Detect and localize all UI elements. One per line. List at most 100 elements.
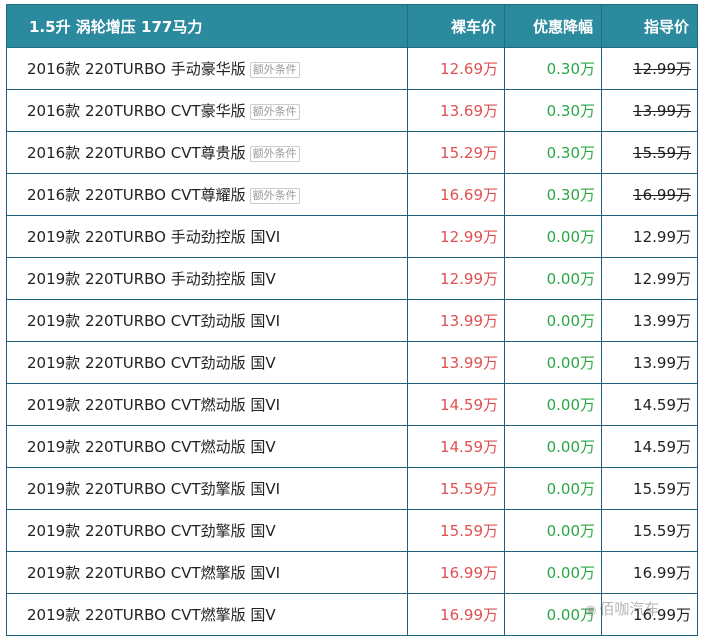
table-row: 2016款 220TURBO CVT尊贵版 额外条件 15.29万 0.30万 15.5… xyxy=(6,131,698,174)
guide-price-cell: 16.99万 xyxy=(601,551,698,594)
bare-price-cell: 13.99万 xyxy=(407,299,505,342)
guide-price: 13.99万 xyxy=(633,312,691,330)
bare-price-cell: 15.59万 xyxy=(407,467,505,510)
guide-price-cell: 13.99万 xyxy=(601,89,698,132)
discount-cell: 0.30万 xyxy=(504,47,602,90)
table-row: 2016款 220TURBO 手动豪华版 额外条件 12.69万 0.30万 12.99… xyxy=(6,47,698,90)
discount-cell: 0.00万 xyxy=(504,551,602,594)
table-row: 2019款 220TURBO CVT劲动版 国VI 13.99万 0.00万 13.9… xyxy=(6,299,698,342)
model-name-cell: 2016款 220TURBO CVT尊贵版 额外条件 xyxy=(6,131,408,174)
model-name-cell: 2016款 220TURBO 手动豪华版 额外条件 xyxy=(6,47,408,90)
model-name-cell: 2019款 220TURBO CVT劲擎版 国VI xyxy=(6,467,408,510)
model-name-cell: 2019款 220TURBO CVT燃擎版 国V xyxy=(6,593,408,636)
guide-price: 15.59万 xyxy=(633,144,691,162)
model-name-cell: 2019款 220TURBO CVT劲擎版 国V xyxy=(6,509,408,552)
discount-cell: 0.00万 xyxy=(504,425,602,468)
model-name: 2019款 220TURBO 手动劲控版 国V xyxy=(27,270,276,288)
guide-price: 16.99万 xyxy=(633,606,691,624)
model-name-cell: 2019款 220TURBO CVT燃擎版 国VI xyxy=(6,551,408,594)
table-row: 2019款 220TURBO CVT燃动版 国V 14.59万 0.00万 14.59… xyxy=(6,425,698,468)
model-name: 2019款 220TURBO CVT劲擎版 国V xyxy=(27,522,276,540)
model-name: 2019款 220TURBO CVT燃动版 国VI xyxy=(27,396,281,414)
guide-price-cell: 15.59万 xyxy=(601,467,698,510)
guide-price: 15.59万 xyxy=(633,480,691,498)
extra-conditions-tag: 额外条件 xyxy=(249,146,300,162)
model-name: 2016款 220TURBO CVT豪华版 xyxy=(27,102,246,120)
guide-price: 13.99万 xyxy=(633,102,691,120)
model-name-cell: 2016款 220TURBO CVT尊耀版 额外条件 xyxy=(6,173,408,216)
bare-price-cell: 16.69万 xyxy=(407,173,505,216)
guide-price-cell: 14.59万 xyxy=(601,425,698,468)
table-row: 2019款 220TURBO 手动劲控版 国VI 12.99万 0.00万 12.99… xyxy=(6,215,698,258)
guide-price-cell: 14.59万 xyxy=(601,383,698,426)
bare-price-cell: 14.59万 xyxy=(407,383,505,426)
table-header-row: 1.5升 涡轮增压 177马力 裸车价 优惠降幅 指导价 xyxy=(6,4,698,48)
guide-price: 12.99万 xyxy=(633,270,691,288)
guide-price-cell: 12.99万 xyxy=(601,215,698,258)
model-name: 2019款 220TURBO CVT燃动版 国V xyxy=(27,438,276,456)
guide-price-cell: 12.99万 xyxy=(601,47,698,90)
guide-price: 14.59万 xyxy=(633,438,691,456)
discount-cell: 0.30万 xyxy=(504,173,602,216)
extra-conditions-tag: 额外条件 xyxy=(249,188,300,204)
table-row: 2019款 220TURBO CVT劲动版 国V 13.99万 0.00万 13.99… xyxy=(6,341,698,384)
discount-cell: 0.00万 xyxy=(504,509,602,552)
model-name: 2019款 220TURBO CVT燃擎版 国V xyxy=(27,606,276,624)
table-row: 2019款 220TURBO CVT燃擎版 国V 16.99万 0.00万 16.99… xyxy=(6,593,698,636)
bare-price-cell: 12.69万 xyxy=(407,47,505,90)
table-row: 2019款 220TURBO CVT劲擎版 国VI 15.59万 0.00万 15.5… xyxy=(6,467,698,510)
guide-price: 14.59万 xyxy=(633,396,691,414)
discount-cell: 0.00万 xyxy=(504,383,602,426)
guide-price-cell: 16.99万 xyxy=(601,593,698,636)
bare-price-cell: 13.99万 xyxy=(407,341,505,384)
model-name: 2019款 220TURBO CVT燃擎版 国VI xyxy=(27,564,281,582)
table-row: 2019款 220TURBO CVT劲擎版 国V 15.59万 0.00万 15.59… xyxy=(6,509,698,552)
table-row: 2019款 220TURBO CVT燃动版 国VI 14.59万 0.00万 14.5… xyxy=(6,383,698,426)
discount-cell: 0.30万 xyxy=(504,89,602,132)
guide-price-cell: 13.99万 xyxy=(601,341,698,384)
bare-price-cell: 14.59万 xyxy=(407,425,505,468)
discount-cell: 0.00万 xyxy=(504,593,602,636)
price-table: 1.5升 涡轮增压 177马力 裸车价 优惠降幅 指导价 2016款 220TU… xyxy=(6,4,698,636)
table-row: 2019款 220TURBO CVT燃擎版 国VI 16.99万 0.00万 16.9… xyxy=(6,551,698,594)
model-name-cell: 2016款 220TURBO CVT豪华版 额外条件 xyxy=(6,89,408,132)
model-name: 2019款 220TURBO CVT劲动版 国V xyxy=(27,354,276,372)
guide-price-cell: 16.99万 xyxy=(601,173,698,216)
model-name-cell: 2019款 220TURBO 手动劲控版 国V xyxy=(6,257,408,300)
discount-cell: 0.00万 xyxy=(504,341,602,384)
bare-price-cell: 15.29万 xyxy=(407,131,505,174)
guide-price: 16.99万 xyxy=(633,564,691,582)
guide-price: 13.99万 xyxy=(633,354,691,372)
discount-cell: 0.00万 xyxy=(504,215,602,258)
table-row: 2019款 220TURBO 手动劲控版 国V 12.99万 0.00万 12.99万 xyxy=(6,257,698,300)
discount-cell: 0.00万 xyxy=(504,467,602,510)
table-body: 2016款 220TURBO 手动豪华版 额外条件 12.69万 0.30万 12.99… xyxy=(6,47,698,636)
model-name-cell: 2019款 220TURBO 手动劲控版 国VI xyxy=(6,215,408,258)
header-spec: 1.5升 涡轮增压 177马力 xyxy=(6,4,408,48)
header-guide: 指导价 xyxy=(601,4,698,48)
model-name-cell: 2019款 220TURBO CVT劲动版 国V xyxy=(6,341,408,384)
guide-price: 15.59万 xyxy=(633,522,691,540)
bare-price-cell: 13.69万 xyxy=(407,89,505,132)
header-discount: 优惠降幅 xyxy=(504,4,602,48)
table-row: 2016款 220TURBO CVT豪华版 额外条件 13.69万 0.30万 13.9… xyxy=(6,89,698,132)
extra-conditions-tag: 额外条件 xyxy=(249,62,300,78)
guide-price-cell: 12.99万 xyxy=(601,257,698,300)
model-name: 2019款 220TURBO CVT劲动版 国VI xyxy=(27,312,281,330)
model-name: 2016款 220TURBO CVT尊贵版 xyxy=(27,144,246,162)
model-name: 2016款 220TURBO CVT尊耀版 xyxy=(27,186,246,204)
model-name: 2019款 220TURBO 手动劲控版 国VI xyxy=(27,228,281,246)
guide-price: 12.99万 xyxy=(633,60,691,78)
table-row: 2016款 220TURBO CVT尊耀版 额外条件 16.69万 0.30万 16.9… xyxy=(6,173,698,216)
discount-cell: 0.00万 xyxy=(504,299,602,342)
header-price: 裸车价 xyxy=(407,4,505,48)
model-name: 2019款 220TURBO CVT劲擎版 国VI xyxy=(27,480,281,498)
discount-cell: 0.30万 xyxy=(504,131,602,174)
discount-cell: 0.00万 xyxy=(504,257,602,300)
guide-price-cell: 15.59万 xyxy=(601,131,698,174)
guide-price-cell: 15.59万 xyxy=(601,509,698,552)
guide-price-cell: 13.99万 xyxy=(601,299,698,342)
guide-price: 16.99万 xyxy=(633,186,691,204)
model-name-cell: 2019款 220TURBO CVT劲动版 国VI xyxy=(6,299,408,342)
model-name: 2016款 220TURBO 手动豪华版 xyxy=(27,60,246,78)
